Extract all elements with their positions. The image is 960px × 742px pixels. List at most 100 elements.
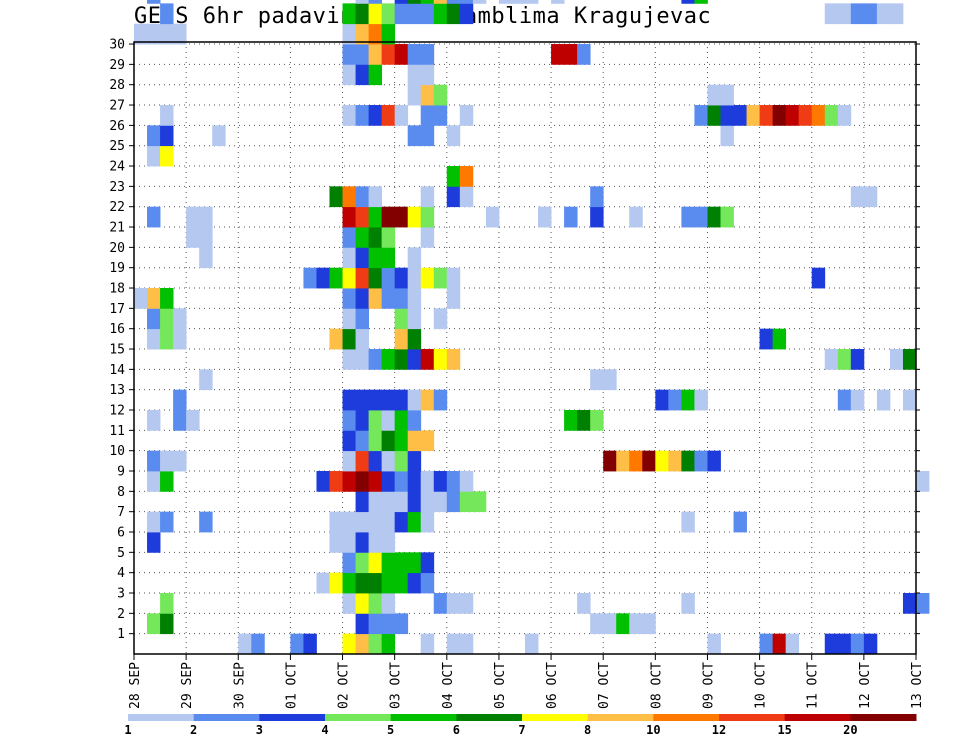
- precip-cell: [160, 308, 174, 330]
- precip-cell: [342, 105, 356, 126]
- precip-cell: [355, 491, 369, 513]
- colorbar-swatch: [522, 714, 589, 721]
- precip-cell: [420, 267, 435, 289]
- precip-cell: [681, 511, 695, 533]
- y-tick-label: 25: [109, 139, 125, 154]
- precip-cell: [368, 227, 383, 248]
- precip-cell: [433, 105, 448, 126]
- precip-cell: [824, 3, 839, 25]
- precip-cell: [329, 572, 343, 594]
- precip-cell: [407, 450, 422, 472]
- precip-cell: [355, 430, 369, 452]
- y-tick-label: 30: [109, 38, 125, 53]
- precip-cell: [199, 227, 213, 248]
- x-tick-label: 12 OCT: [858, 662, 873, 709]
- y-tick-label: 19: [109, 261, 125, 276]
- precip-cell: [368, 633, 383, 655]
- precip-cell: [394, 471, 409, 492]
- precip-cell: [342, 410, 356, 431]
- precip-cell: [329, 532, 343, 553]
- precip-cell: [355, 64, 369, 86]
- precip-cell: [837, 389, 852, 411]
- precip-cell: [316, 572, 330, 594]
- precip-cell: [355, 349, 369, 370]
- precip-cell: [186, 227, 200, 248]
- precip-cell: [407, 84, 422, 106]
- precip-cell: [420, 186, 435, 208]
- precip-cell: [160, 511, 174, 533]
- precip-cell: [381, 206, 396, 228]
- precip-cell: [616, 450, 630, 472]
- precip-cell: [238, 633, 252, 655]
- colorbar-label: 8: [584, 723, 591, 737]
- precip-cell: [394, 491, 409, 513]
- precip-cell: [459, 0, 474, 4]
- precip-cell: [759, 105, 774, 126]
- precip-cell: [381, 3, 396, 25]
- precip-cell: [394, 267, 409, 289]
- precip-cell: [629, 206, 643, 228]
- precip-cell: [811, 267, 826, 289]
- y-tick-label: 15: [109, 343, 125, 358]
- precip-cell: [381, 471, 396, 492]
- precip-cell: [186, 206, 200, 228]
- y-tick-label: 23: [109, 180, 125, 195]
- precip-cell: [147, 125, 161, 147]
- x-tick-label: 10 OCT: [754, 662, 769, 709]
- precip-cell: [394, 552, 409, 574]
- precip-cell: [355, 572, 369, 594]
- precip-cell: [433, 349, 448, 370]
- precip-cell: [564, 410, 578, 431]
- x-tick-label: 08 OCT: [649, 662, 664, 709]
- precip-cell: [316, 267, 330, 289]
- precip-cell: [407, 430, 422, 452]
- x-tick-label: 03 OCT: [389, 662, 404, 709]
- precip-cell: [199, 247, 213, 269]
- precip-cell: [498, 0, 513, 4]
- precip-cell: [577, 593, 591, 614]
- precip-cell: [798, 105, 813, 126]
- precip-cell: [290, 633, 304, 655]
- precip-cell: [368, 613, 383, 635]
- precip-cell: [342, 308, 356, 330]
- precip-cell: [407, 247, 422, 269]
- precip-cell: [420, 572, 435, 594]
- y-tick-label: 10: [109, 444, 125, 459]
- x-tick-label: 02 OCT: [337, 662, 352, 709]
- precip-cell: [746, 105, 760, 126]
- colorbar-label: 5: [387, 723, 394, 737]
- precip-cell: [173, 308, 187, 330]
- precip-cell: [564, 206, 578, 228]
- precip-cell: [707, 633, 721, 655]
- precip-cell: [459, 593, 474, 614]
- precip-cell: [342, 247, 356, 269]
- precip-cell: [355, 552, 369, 574]
- precip-cell: [420, 105, 435, 126]
- colorbar-swatch: [456, 714, 523, 721]
- precip-cell: [472, 0, 487, 4]
- precip-cell: [446, 593, 461, 614]
- precip-cell: [355, 613, 369, 635]
- precip-cell: [381, 511, 396, 533]
- precip-cell: [355, 0, 369, 4]
- precip-cell: [824, 105, 839, 126]
- y-tick-label: 9: [117, 465, 125, 480]
- precip-cell: [355, 389, 369, 411]
- precip-cell: [420, 633, 435, 655]
- precip-cell: [147, 0, 161, 4]
- precip-cell: [368, 44, 383, 65]
- precip-cell: [446, 349, 461, 370]
- colorbar-swatch: [587, 714, 654, 721]
- precip-cell: [381, 410, 396, 431]
- x-tick-label: 13 OCT: [910, 662, 925, 709]
- precip-cell: [394, 430, 409, 452]
- precip-cell: [538, 206, 552, 228]
- precip-cell: [590, 206, 604, 228]
- precip-cell: [329, 471, 343, 492]
- precip-cell: [902, 593, 917, 614]
- precip-cell: [381, 23, 396, 45]
- x-tick-label: 11 OCT: [806, 662, 821, 709]
- precip-cell: [342, 349, 356, 370]
- precip-cell: [355, 186, 369, 208]
